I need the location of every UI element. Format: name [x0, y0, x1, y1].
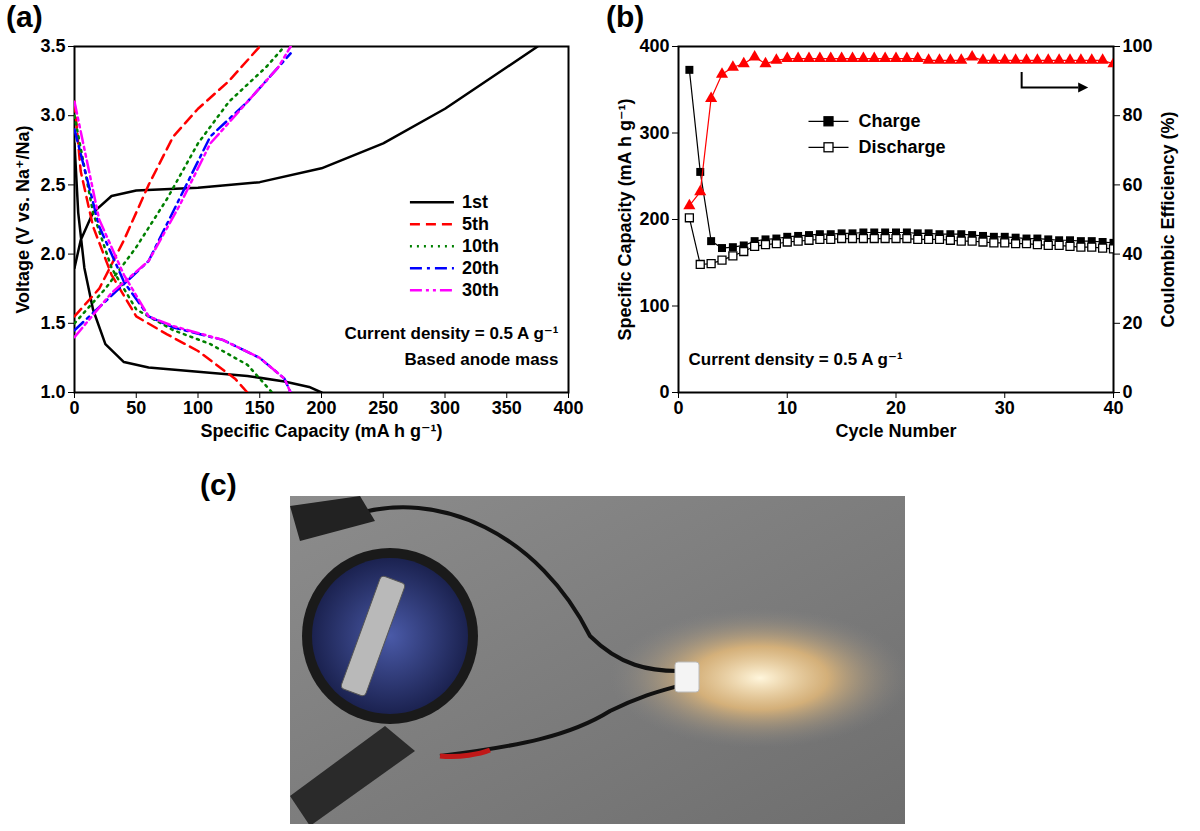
- svg-text:50: 50: [126, 398, 146, 418]
- svg-text:3.5: 3.5: [40, 36, 65, 56]
- svg-text:200: 200: [306, 398, 336, 418]
- svg-text:100: 100: [1123, 36, 1153, 56]
- html-text:(c): (c): [200, 468, 237, 501]
- svg-text:80: 80: [1123, 105, 1143, 125]
- svg-text:350: 350: [492, 398, 522, 418]
- svg-text:Based anode mass: Based anode mass: [404, 350, 558, 369]
- svg-text:5th: 5th: [462, 214, 489, 234]
- svg-text:Coulombic Efficiency (%): Coulombic Efficiency (%): [1158, 111, 1178, 327]
- svg-text:0: 0: [659, 382, 669, 402]
- svg-text:Current density = 0.5 A g⁻¹: Current density = 0.5 A g⁻¹: [344, 324, 558, 343]
- svg-text:Specific Capacity (mA h g⁻¹): Specific Capacity (mA h g⁻¹): [201, 421, 443, 441]
- svg-text:200: 200: [639, 209, 669, 229]
- svg-text:30th: 30th: [462, 280, 499, 300]
- svg-text:1.0: 1.0: [40, 382, 65, 402]
- svg-text:0: 0: [1123, 382, 1133, 402]
- svg-text:Cycle Number: Cycle Number: [835, 421, 956, 441]
- svg-text:3.0: 3.0: [40, 105, 65, 125]
- svg-text:Voltage (V vs. Na⁺/Na): Voltage (V vs. Na⁺/Na): [13, 125, 33, 313]
- svg-text:30: 30: [995, 398, 1015, 418]
- svg-text:10: 10: [777, 398, 797, 418]
- svg-text:Discharge: Discharge: [859, 137, 946, 157]
- svg-text:Charge: Charge: [859, 111, 921, 131]
- svg-text:400: 400: [553, 398, 583, 418]
- svg-text:60: 60: [1123, 175, 1143, 195]
- svg-text:2.0: 2.0: [40, 244, 65, 264]
- svg-text:0: 0: [673, 398, 683, 418]
- svg-text:20: 20: [1123, 313, 1143, 333]
- svg-text:300: 300: [430, 398, 460, 418]
- html-text:(a): (a): [6, 0, 43, 33]
- html-text:(b): (b): [606, 0, 645, 33]
- svg-text:100: 100: [639, 296, 669, 316]
- svg-text:300: 300: [639, 123, 669, 143]
- svg-text:100: 100: [183, 398, 213, 418]
- svg-text:1st: 1st: [462, 192, 488, 212]
- svg-text:Specific Capacity (mA h g⁻¹): Specific Capacity (mA h g⁻¹): [615, 99, 635, 341]
- svg-text:2.5: 2.5: [40, 175, 65, 195]
- svg-text:1.5: 1.5: [40, 313, 65, 333]
- svg-text:Current density = 0.5 A g⁻¹: Current density = 0.5 A g⁻¹: [689, 350, 903, 369]
- svg-text:400: 400: [639, 36, 669, 56]
- svg-text:250: 250: [368, 398, 398, 418]
- svg-text:0: 0: [69, 398, 79, 418]
- svg-text:40: 40: [1103, 398, 1123, 418]
- svg-text:20th: 20th: [462, 258, 499, 278]
- svg-text:40: 40: [1123, 244, 1143, 264]
- svg-text:20: 20: [886, 398, 906, 418]
- svg-text:150: 150: [245, 398, 275, 418]
- svg-text:10th: 10th: [462, 236, 499, 256]
